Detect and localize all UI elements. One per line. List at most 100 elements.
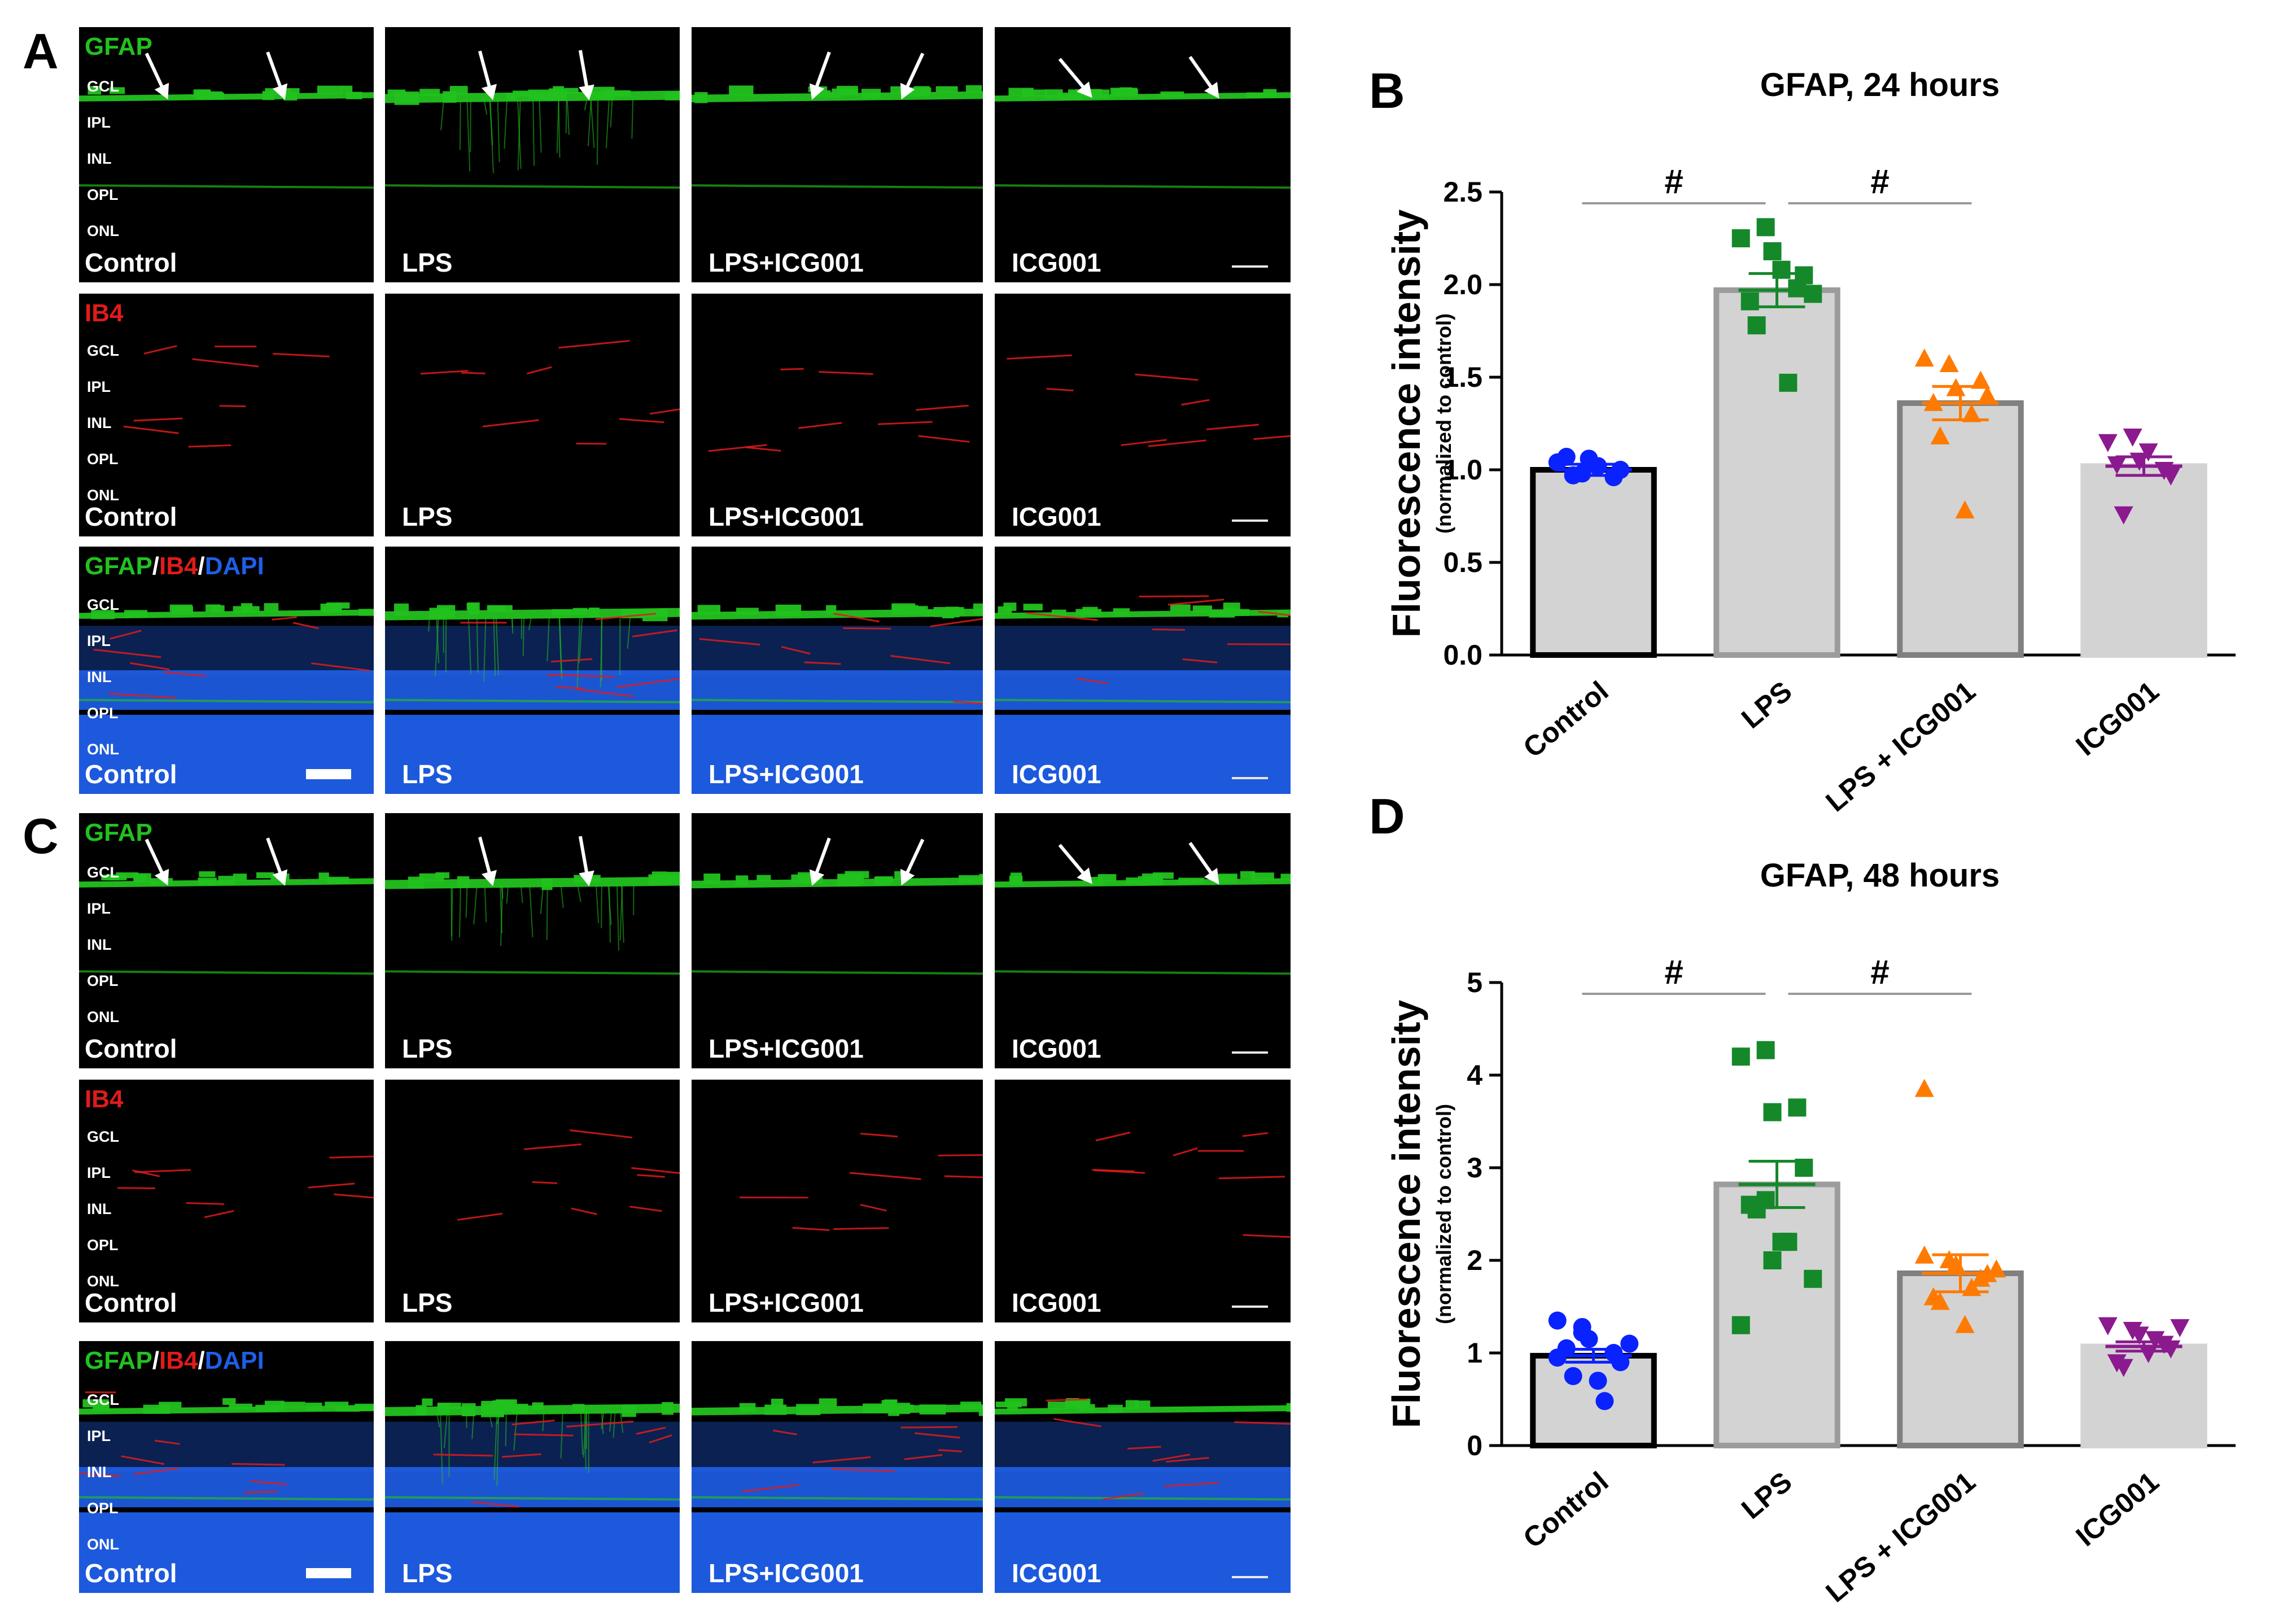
retina-layer-label: GCL (87, 78, 119, 95)
retina-section-image (692, 85, 983, 189)
retina-layer-label: IPL (87, 632, 111, 649)
data-point (1747, 316, 1766, 335)
y-axis-label: Fluorescence intensity (1384, 1000, 1428, 1429)
data-point (1731, 229, 1750, 247)
retina-layer-label: GCL (87, 596, 119, 613)
data-point (1756, 1041, 1775, 1059)
panel-letter-d: D (1369, 788, 1405, 844)
micrograph-gfap-lps-icg001: LPS+ICG001 (692, 27, 983, 282)
y-tick-label: 3 (1467, 1152, 1482, 1184)
chart-gfap-24h: GFAP, 24 hours 0.0 0.5 1.0 1.5 2.0 2.5 Fluoresc… (1384, 67, 2236, 818)
retina-section-image (995, 87, 1291, 189)
data-point (1914, 1245, 1934, 1264)
data-point (2129, 1326, 2149, 1345)
data-point (1731, 1047, 1750, 1066)
scale-bar (1232, 1576, 1268, 1578)
data-point (2114, 1359, 2133, 1377)
channel-ib4-label: IB4 (159, 552, 198, 580)
condition-label: Control (85, 759, 177, 789)
data-point (1573, 1323, 1591, 1342)
channel-dapi-label: DAPI (204, 552, 264, 580)
data-point (1595, 1392, 1614, 1411)
data-point (1804, 285, 1822, 303)
retina-section-image (995, 595, 1291, 794)
data-point (2123, 428, 2142, 447)
retina-layer-label: OPL (87, 972, 119, 990)
channel-gfap-label: GFAP (85, 1347, 152, 1374)
scale-bar (1232, 777, 1268, 779)
retina-layer-labels: GCL IPL INL OPL ONL (87, 78, 119, 259)
data-point (1548, 1311, 1567, 1330)
data-point (1548, 1348, 1567, 1367)
data-point (1795, 266, 1813, 285)
channel-separator: / (152, 1347, 160, 1374)
data-point (1779, 1233, 1798, 1251)
channel-label: GFAP (85, 819, 152, 847)
chart-gfap-48h: GFAP, 48 hours 0 1 2 3 4 5 Fluorescence intensi… (1384, 857, 2236, 1609)
data-point (1763, 1103, 1782, 1121)
channel-ib4-label: IB4 (85, 1085, 124, 1113)
condition-label: ICG001 (1012, 1034, 1101, 1063)
bar (1897, 1270, 2024, 1449)
channel-gfap-label: GFAP (85, 33, 152, 60)
data-point (1962, 404, 1982, 422)
bar (1897, 400, 2024, 658)
condition-label: LPS+ICG001 (709, 759, 864, 789)
x-tick-label: LPS + ICG001 (1820, 1466, 1981, 1609)
y-axis-sublabel: (normalized to control) (1432, 1104, 1455, 1324)
condition-label: LPS+ICG001 (709, 502, 864, 531)
channel-dapi-label: DAPI (204, 1347, 264, 1374)
retina-layer-label: OPL (87, 186, 119, 204)
retina-layer-label: OPL (87, 1237, 119, 1254)
condition-label: Control (85, 502, 177, 531)
micrograph-ib4-control: IB4 GCL IPL INL OPL ONL Control (79, 1080, 374, 1322)
condition-label: Control (85, 1034, 177, 1063)
channel-gfap-label: GFAP (85, 552, 152, 580)
panel-letter-b: B (1369, 63, 1405, 119)
retina-layer-label: INL (87, 1200, 112, 1217)
x-tick-label: ICG001 (2070, 1466, 2165, 1553)
micrograph-gfap-icg001: ICG001 (995, 813, 1291, 1068)
retina-section-image (117, 1155, 374, 1219)
x-tick-label: ICG001 (2070, 675, 2165, 762)
data-point (1589, 1372, 1607, 1390)
data-point (2138, 443, 2158, 462)
retina-layer-label: IPL (87, 1427, 111, 1445)
y-tick-label: 2.0 (1443, 269, 1482, 300)
micrograph-merge-lps: LPS (385, 1341, 680, 1593)
condition-label: ICG001 (1012, 248, 1101, 277)
micrograph-ib4-lps-icg001: LPS+ICG001 (692, 1080, 983, 1322)
retina-layer-label: IPL (87, 378, 111, 395)
data-point (2145, 1331, 2165, 1350)
y-tick-label: 0.0 (1443, 639, 1482, 671)
retina-section-image (457, 1129, 680, 1221)
x-tick-label: LPS + ICG001 (1820, 675, 1981, 818)
retina-layer-label: INL (87, 936, 112, 954)
retina-section-image (79, 602, 374, 794)
retina-layer-labels: GCL IPL INL OPL ONL (87, 1128, 119, 1309)
bar (2080, 1343, 2207, 1449)
data-point (1955, 500, 1975, 519)
channel-separator: / (152, 552, 160, 580)
data-point (1978, 385, 1997, 404)
y-tick-label: 2.5 (1443, 176, 1482, 208)
micrograph-merge-control: GFAP/IB4/DAPI GCL IPL INL OPL ONL Control (79, 547, 374, 794)
data-point (1620, 1334, 1639, 1353)
data-point (1756, 218, 1775, 237)
retina-section-image (385, 871, 680, 975)
condition-label: LPS (402, 759, 453, 789)
micrograph-merge-lps: LPS (385, 547, 680, 794)
data-point (1955, 1315, 1975, 1333)
x-tick-label: LPS (1735, 1466, 1798, 1525)
channel-label: GFAP/IB4/DAPI (85, 1347, 264, 1375)
micrograph-ib4-lps: LPS (385, 294, 680, 536)
micrograph-ib4-icg001: ICG001 (995, 294, 1291, 536)
y-tick-label: 2 (1467, 1245, 1482, 1276)
retina-layer-label: INL (87, 1464, 112, 1481)
retina-layer-label: GCL (87, 1391, 119, 1409)
data-point (1788, 1098, 1807, 1117)
micrograph-merge-icg001: ICG001 (995, 1341, 1291, 1593)
retina-layer-label: IPL (87, 114, 111, 132)
retina-section-image (995, 1398, 1291, 1593)
